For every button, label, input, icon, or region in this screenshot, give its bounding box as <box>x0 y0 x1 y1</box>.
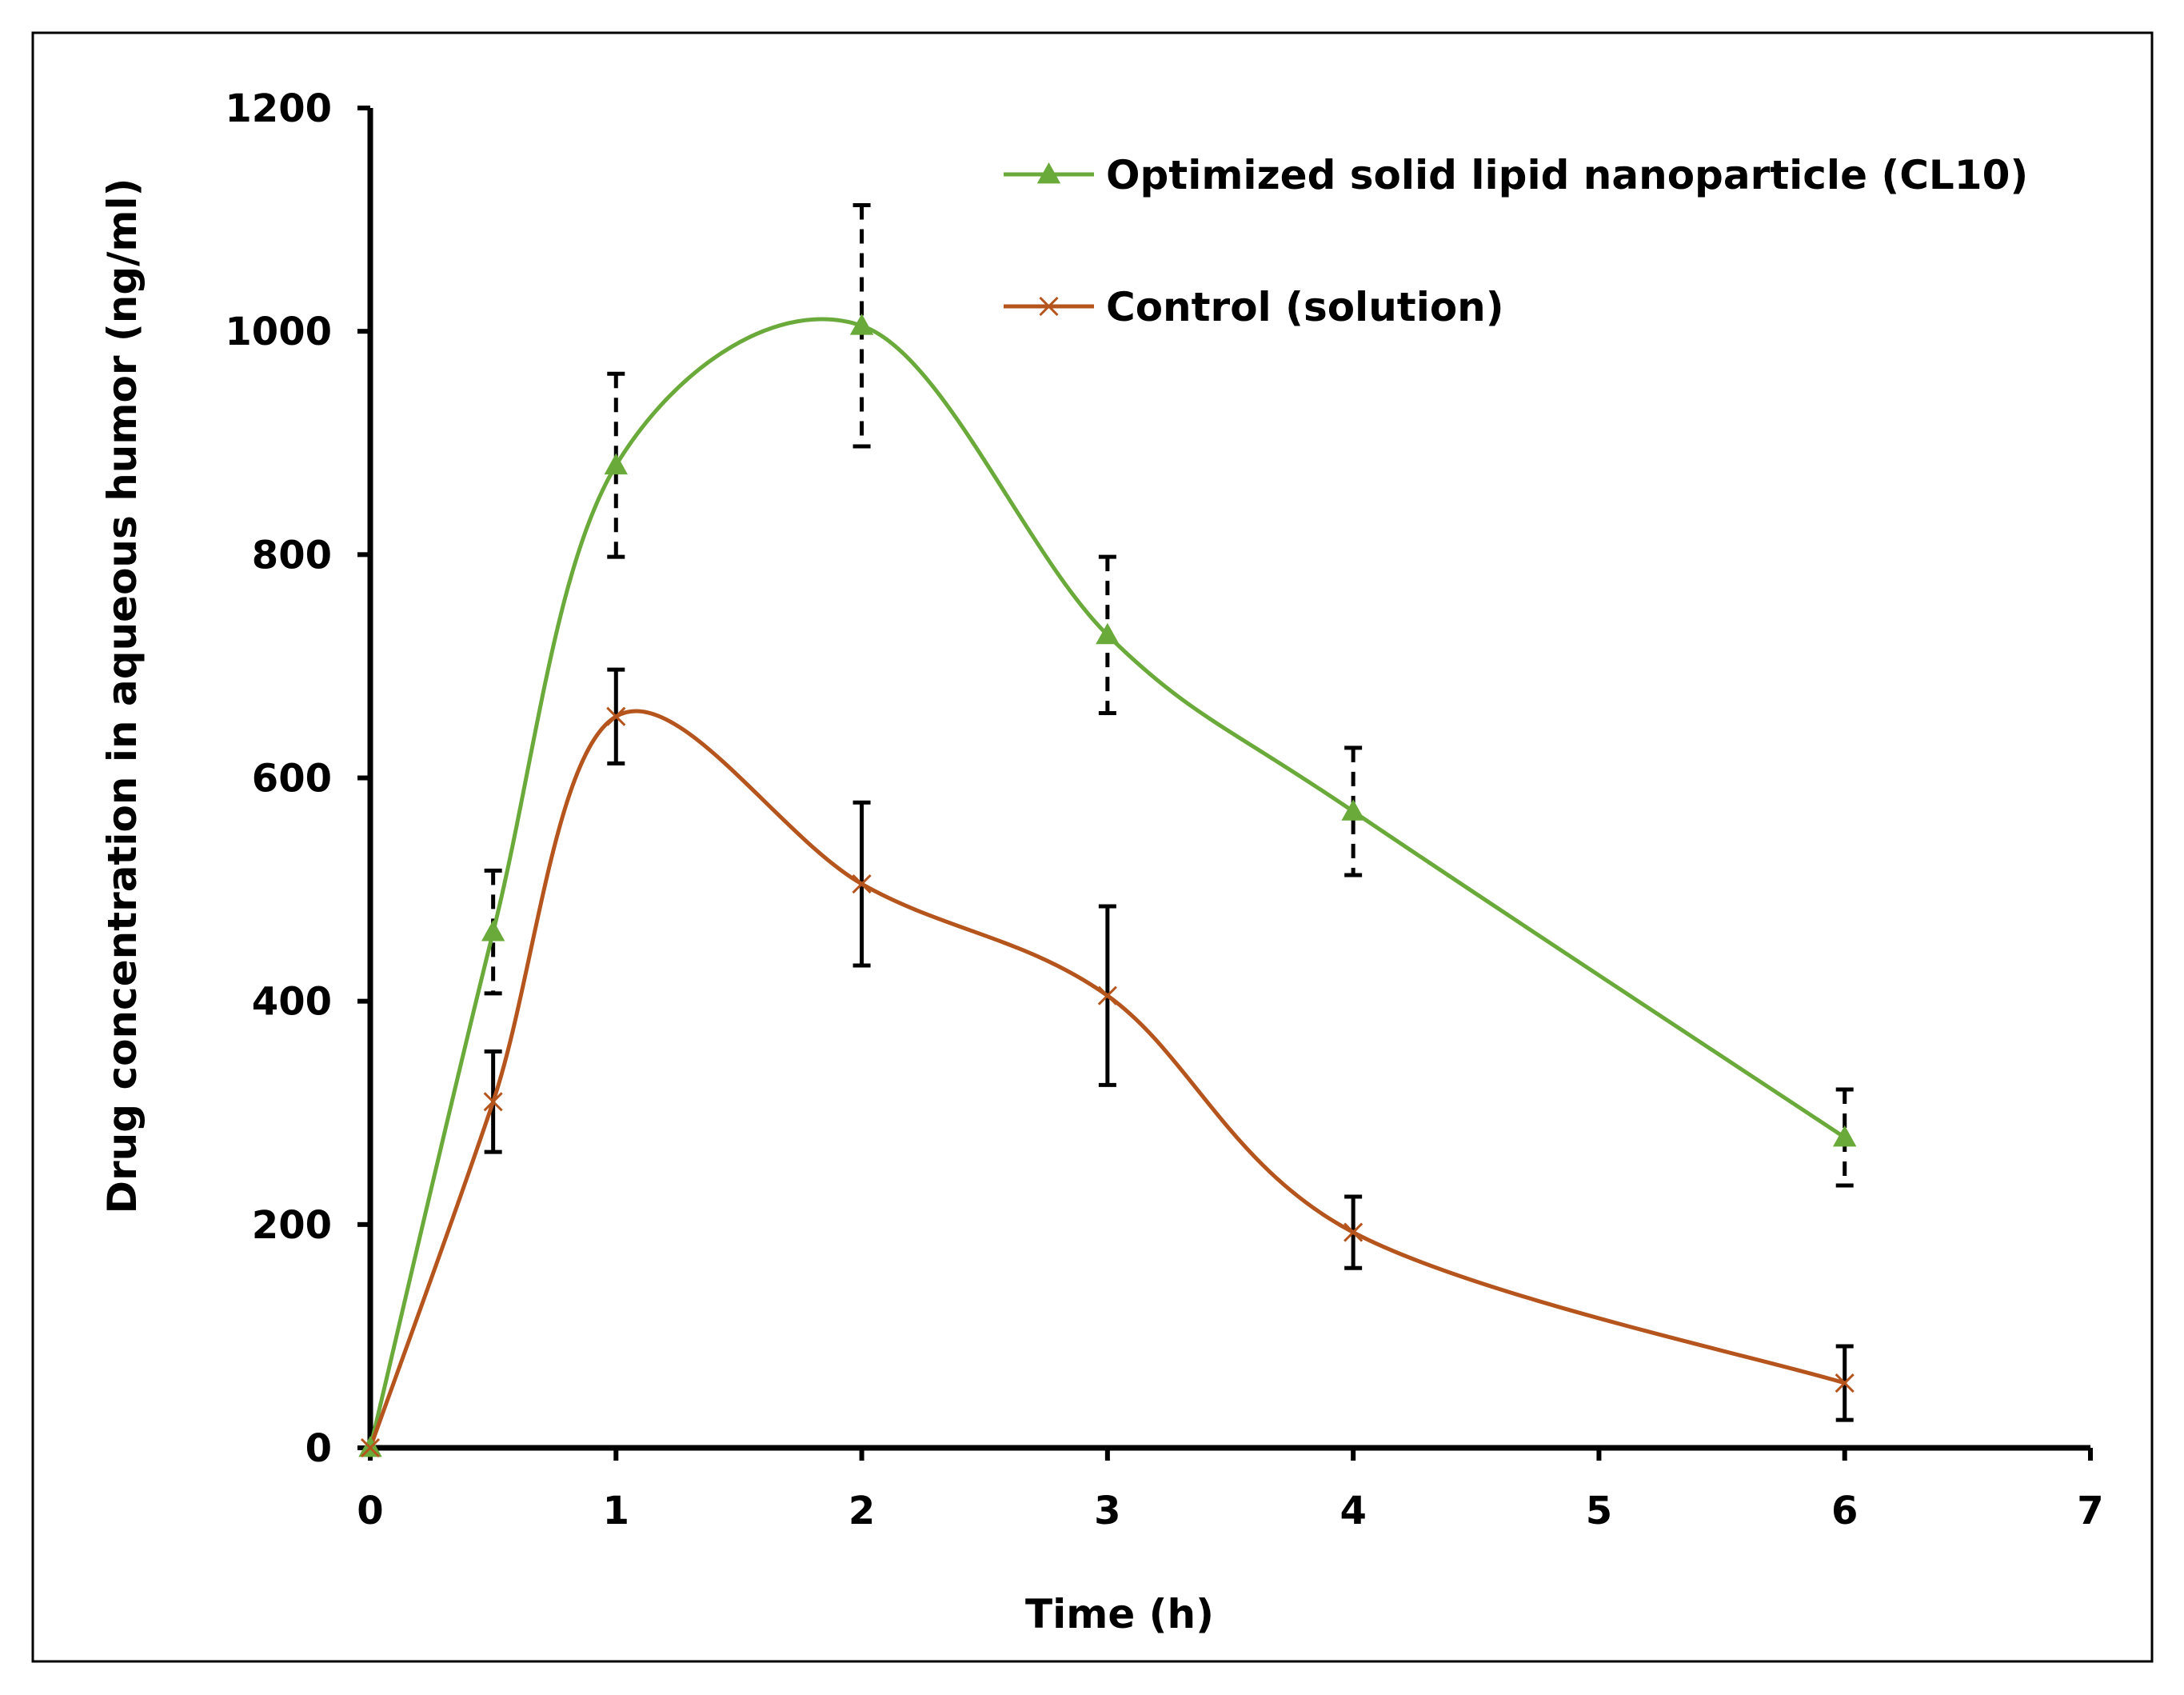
y-axis-label: Drug concentration in aqueous humor (ng/… <box>99 178 146 1214</box>
data-point-control <box>1097 985 1117 1005</box>
legend-label: Optimized solid lipid nanoparticle (CL10… <box>1106 152 2028 198</box>
marker-stroke <box>1835 1373 1855 1393</box>
chart-frame <box>31 31 2154 1663</box>
data-point-cl10 <box>604 453 628 475</box>
x-tick-label: 3 <box>1094 1489 1120 1533</box>
data-point-control <box>360 1437 381 1458</box>
marker-stroke <box>1344 1222 1364 1242</box>
legend-item-cl10: Optimized solid lipid nanoparticle (CL10… <box>1004 152 2028 198</box>
legend-marker <box>1039 296 1059 317</box>
data-point-control <box>606 706 626 726</box>
data-point-control <box>483 1092 503 1112</box>
x-tick-label: 4 <box>1340 1489 1366 1533</box>
x-tick-label: 1 <box>603 1489 629 1533</box>
data-point-cl10 <box>1341 799 1365 821</box>
x-tick-label: 6 <box>1831 1489 1858 1533</box>
tick-labels: 0 200 400 600 800 1000 1200 0 1 2 3 4 5 6 7 <box>225 86 2103 1533</box>
y-tick-label: 800 <box>252 533 332 578</box>
y-tick-label: 1200 <box>225 86 332 131</box>
x-tick-label: 7 <box>2077 1489 2103 1533</box>
data-point-cl10 <box>481 920 505 941</box>
x-tick-label: 2 <box>848 1489 875 1533</box>
marker-stroke <box>360 1437 381 1458</box>
error-bar-cl10 <box>1344 746 1363 877</box>
axes <box>357 106 2093 1461</box>
data-point-control <box>1835 1373 1855 1393</box>
y-tick-label: 0 <box>305 1426 332 1471</box>
marker-stroke <box>606 706 626 726</box>
data-point-control <box>852 874 872 894</box>
y-tick-label: 400 <box>252 980 332 1025</box>
marker-stroke <box>1039 296 1059 317</box>
y-tick-label: 1000 <box>225 310 332 354</box>
x-tick-label: 5 <box>1586 1489 1612 1533</box>
legend-item-control: Control (solution) <box>1004 284 1504 330</box>
legend-marker <box>1036 162 1061 184</box>
x-axis-label: Time (h) <box>1025 1591 1214 1637</box>
y-tick-label: 200 <box>252 1203 332 1248</box>
marker-stroke <box>483 1092 503 1112</box>
marker-stroke <box>852 874 872 894</box>
data-point-cl10 <box>1096 622 1120 645</box>
y-tick-label: 600 <box>252 757 332 802</box>
marker-stroke <box>1097 985 1117 1005</box>
data-point-cl10 <box>1833 1125 1857 1147</box>
legend-label: Control (solution) <box>1106 284 1504 330</box>
legend: Optimized solid lipid nanoparticle (CL10… <box>1004 152 2028 330</box>
data-point-control <box>1344 1222 1364 1242</box>
error-bar-cl10 <box>607 371 625 559</box>
data-point-cl10 <box>849 314 874 335</box>
data-points <box>358 314 1857 1458</box>
x-tick-label: 0 <box>357 1489 383 1533</box>
